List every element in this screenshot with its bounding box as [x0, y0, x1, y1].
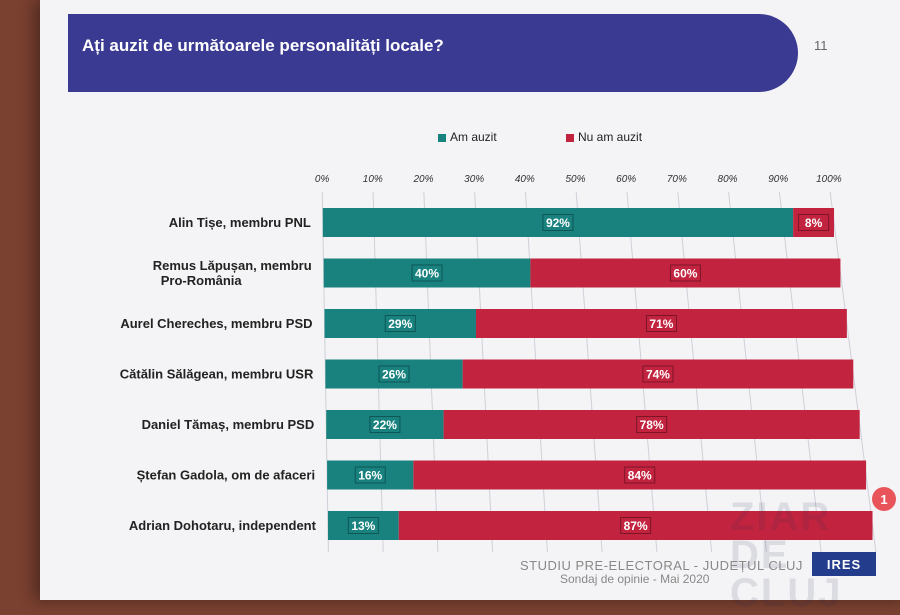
value-label-not-heard: 87%: [624, 519, 648, 533]
page-title: Ați auzit de următoarele personalități l…: [82, 36, 444, 55]
page-number: 11: [814, 38, 828, 53]
value-label-box-not-heard: [620, 517, 652, 534]
value-label-heard: 22%: [373, 418, 397, 432]
value-label-heard: 13%: [351, 519, 375, 533]
value-label-not-heard: 60%: [673, 267, 697, 281]
notification-badge[interactable]: 1: [872, 487, 896, 511]
value-label-heard: 16%: [358, 469, 382, 483]
value-label-box-not-heard: [645, 315, 677, 332]
value-label-not-heard: 78%: [640, 418, 664, 432]
ires-logo: IRES: [812, 552, 876, 576]
x-tick-label: 100%: [816, 174, 842, 185]
value-label-heard: 29%: [388, 317, 412, 331]
value-label-box-not-heard: [642, 365, 674, 383]
value-label-heard: 40%: [415, 267, 439, 281]
value-label-not-heard: 74%: [646, 368, 670, 382]
x-tick-label: 90%: [768, 174, 788, 185]
value-label-box-not-heard: [624, 466, 656, 484]
value-label-box-heard: [378, 365, 410, 383]
legend-item-heard: Am auzit: [438, 130, 497, 144]
category-label: Remus Lăpușan, membru Pro-România: [153, 258, 312, 288]
value-label-box-not-heard: [798, 214, 830, 231]
x-tick-label: 20%: [412, 174, 433, 185]
value-label-not-heard: 71%: [649, 317, 673, 331]
legend-item-not-heard: Nu am auzit: [566, 130, 642, 144]
x-tick-label: 60%: [616, 174, 636, 185]
x-tick-label: 70%: [667, 174, 687, 185]
value-label-box-heard: [384, 315, 416, 332]
value-label-box-heard: [347, 517, 379, 534]
value-label-box-heard: [542, 214, 574, 231]
category-label: Ștefan Gadola, om de afaceri: [137, 468, 315, 483]
category-label: Daniel Tămaș, membru PSD: [142, 417, 315, 432]
footer-survey: Sondaj de opinie - Mai 2020: [560, 572, 710, 586]
value-label-box-heard: [411, 264, 443, 282]
x-tick-label: 10%: [363, 174, 383, 185]
x-tick-label: 30%: [464, 174, 484, 185]
value-label-heard: 92%: [546, 216, 570, 230]
x-tick-label: 40%: [515, 174, 535, 185]
value-label-box-not-heard: [636, 416, 668, 433]
value-label-heard: 26%: [382, 368, 406, 382]
gridline-0: [321, 191, 329, 553]
value-label-box-heard: [354, 466, 386, 484]
category-label: Aurel Chereches, membru PSD: [120, 316, 312, 331]
stacked-bar-chart: 0% 10% 20% 30% 40% 50% 60% 70% 80% 90% 100% 92% 8% Al…: [120, 174, 877, 553]
x-tick-label: 0%: [315, 174, 330, 185]
legend-label-heard: Am auzit: [450, 130, 497, 144]
category-label: Alin Tișe, membru PNL: [169, 215, 311, 230]
legend-swatch-not-heard: [566, 133, 574, 142]
value-label-not-heard: 8%: [805, 216, 823, 230]
legend-label-not-heard: Nu am auzit: [578, 130, 643, 144]
value-label-box-not-heard: [669, 264, 701, 282]
paper-sheet: [40, 0, 900, 600]
title-banner: [68, 14, 798, 92]
value-label-not-heard: 84%: [628, 469, 652, 483]
value-label-box-heard: [369, 416, 401, 433]
legend-swatch-heard: [438, 133, 446, 142]
category-label: Adrian Dohotaru, independent: [129, 518, 317, 533]
footer-study: STUDIU PRE-ELECTORAL - JUDEȚUL CLUJ: [520, 558, 803, 573]
category-label: Cătălin Sălăgean, membru USR: [120, 367, 314, 382]
x-tick-label: 80%: [718, 174, 738, 185]
x-tick-label: 50%: [565, 174, 585, 185]
